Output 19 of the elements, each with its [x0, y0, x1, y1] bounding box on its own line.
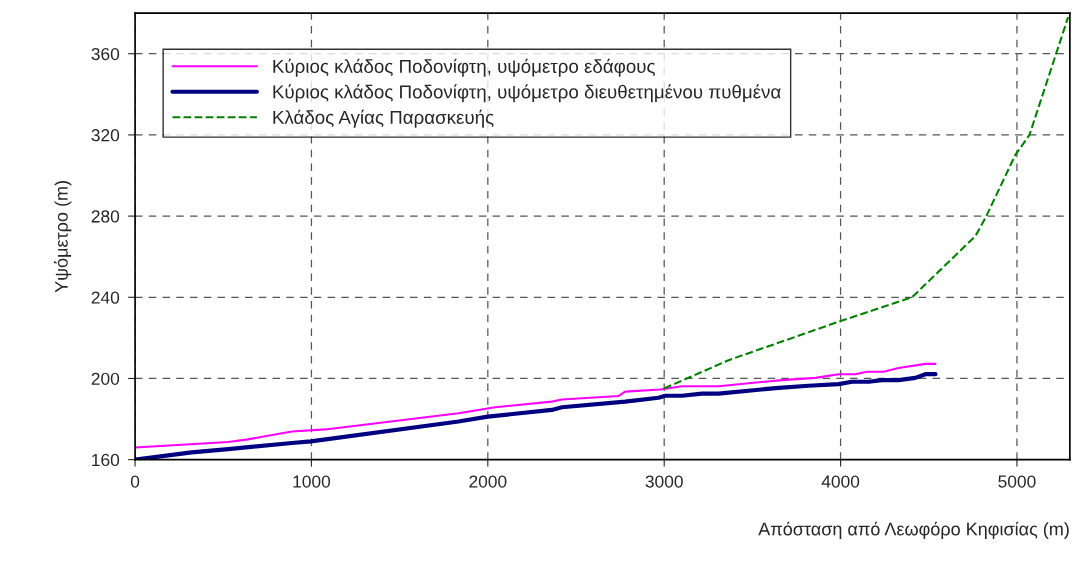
- legend-label: Κλάδος Αγίας Παρασκευής: [273, 109, 494, 128]
- legend-label: Κύριος κλάδος Ποδονίφτη, υψόμετρο εδάφους: [273, 58, 655, 77]
- y-tick-label: 320: [91, 129, 120, 142]
- y-tick-label: 240: [91, 291, 120, 304]
- x-tick-label: 4000: [821, 475, 860, 488]
- x-tick-label: 0: [130, 475, 140, 488]
- legend-label: Κύριος κλάδος Ποδονίφτη, υψόμετρο διευθετημένου πυθμένα: [273, 84, 781, 103]
- y-axis-title: Υψόμετρο (m): [54, 181, 72, 293]
- x-tick-label: 3000: [645, 475, 683, 488]
- y-tick-label: 280: [91, 210, 120, 223]
- x-tick-label: 5000: [998, 475, 1036, 488]
- x-tick-label: 1000: [293, 475, 331, 488]
- line-series: [135, 372, 938, 460]
- y-tick-label: 360: [91, 47, 120, 61]
- line-series: [135, 362, 937, 449]
- x-tick-label: 2000: [469, 475, 507, 488]
- y-tick-label: 200: [91, 372, 120, 385]
- x-axis-title: Απόσταση από Λεωφόρο Κηφισίας (m): [758, 521, 1069, 540]
- y-tick-label: 160: [92, 453, 120, 467]
